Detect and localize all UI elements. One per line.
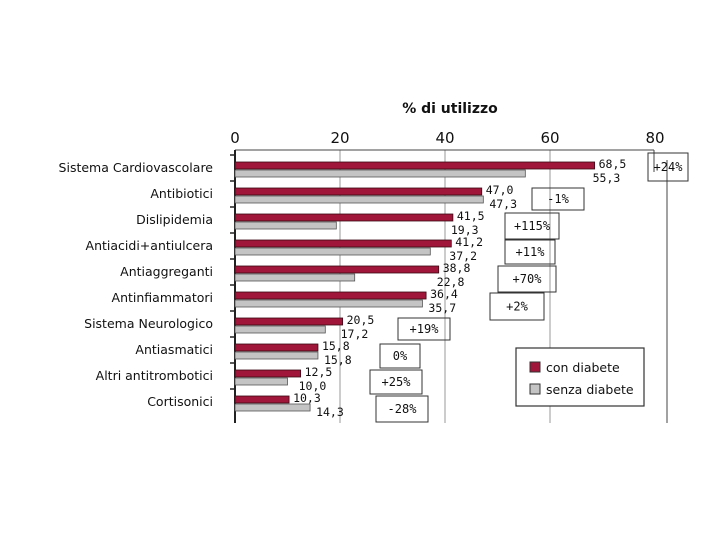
value-label-senza-diabete: 35,7: [428, 301, 456, 315]
value-label-con-diabete: 36,4: [430, 287, 458, 301]
difference-box: [489, 292, 545, 321]
value-label-senza-diabete: 17,2: [341, 327, 369, 341]
legend-swatch-con-diabete: [529, 361, 541, 373]
bar-con-diabete: [234, 161, 596, 170]
difference-box: [369, 369, 423, 395]
value-label-senza-diabete: 14,3: [316, 405, 344, 419]
difference-box: [379, 343, 421, 369]
category-label: Antiasmatici: [135, 342, 213, 357]
value-label-con-diabete: 15,8: [322, 339, 350, 353]
legend: con diabete senza diabete: [515, 347, 645, 407]
legend-swatch-senza-diabete: [529, 383, 541, 395]
bars: [234, 161, 596, 412]
bar-senza-diabete: [234, 299, 423, 308]
difference-label: -28%: [388, 402, 418, 416]
category-label: Sistema Cardiovascolare: [59, 160, 214, 175]
bar-con-diabete: [234, 265, 440, 274]
bar-senza-diabete: [234, 403, 311, 412]
bar-senza-diabete: [234, 195, 484, 204]
difference-box: [397, 317, 451, 341]
x-tick-label: 40: [435, 129, 454, 147]
value-label-con-diabete: 10,3: [293, 391, 321, 405]
value-label-senza-diabete: 19,3: [451, 223, 479, 237]
value-labels: 68,555,3 47,047,3 41,519,341,237,238,822,8…: [293, 157, 626, 419]
difference-annotations: +24% -1% +115% +11% +70% +2% +19%0% +25% -28%: [369, 152, 689, 423]
difference-box: [504, 239, 556, 265]
bar-con-diabete: [234, 187, 483, 196]
difference-label: +24%: [654, 160, 684, 174]
category-label: Antinfiammatori: [112, 290, 213, 305]
value-label-senza-diabete: 47,3: [489, 197, 517, 211]
bar-con-diabete: [234, 317, 344, 326]
bar-con-diabete: [234, 343, 319, 352]
bar-senza-diabete: [234, 221, 337, 230]
value-label-senza-diabete: 55,3: [593, 171, 621, 185]
difference-box: [531, 187, 585, 211]
legend-label-senza-diabete: senza diabete: [546, 382, 634, 397]
bar-senza-diabete: [234, 169, 526, 178]
bar-con-diabete: [234, 395, 290, 404]
category-label: Cortisonici: [147, 394, 213, 409]
bar-senza-diabete: [234, 273, 356, 282]
value-label-con-diabete: 41,5: [457, 209, 485, 223]
difference-label: 0%: [393, 349, 408, 363]
bar-con-diabete: [234, 291, 427, 300]
difference-box: [647, 152, 689, 182]
x-tick-label: 60: [540, 129, 559, 147]
x-tick-label: 20: [330, 129, 349, 147]
category-labels: Sistema Cardiovascolare Antibiotici Dislip…: [59, 160, 214, 409]
difference-box: [504, 212, 560, 240]
bar-con-diabete: [234, 213, 454, 222]
value-label-senza-diabete: 15,8: [324, 353, 352, 367]
difference-label: +11%: [516, 245, 546, 259]
bar-senza-diabete: [234, 377, 288, 386]
chart-title: % di utilizzo: [402, 101, 498, 117]
value-label-con-diabete: 38,8: [443, 261, 471, 275]
bar-senza-diabete: [234, 351, 319, 360]
value-label-con-diabete: 47,0: [486, 183, 514, 197]
difference-label: +25%: [382, 375, 412, 389]
legend-label-con-diabete: con diabete: [546, 360, 620, 375]
x-tick-label: 80: [645, 129, 664, 147]
value-label-senza-diabete: 37,2: [449, 249, 477, 263]
difference-label: +19%: [410, 322, 440, 336]
difference-box: [497, 265, 557, 293]
category-label: Antibiotici: [150, 186, 213, 201]
bar-con-diabete: [234, 239, 452, 248]
category-label: Altri antitrombotici: [96, 368, 213, 383]
value-label-con-diabete: 20,5: [347, 313, 375, 327]
value-label-senza-diabete: 10,0: [299, 379, 327, 393]
x-tick-label: 0: [230, 129, 240, 147]
value-label-senza-diabete: 22,8: [437, 275, 465, 289]
difference-label: +115%: [514, 219, 551, 233]
value-label-con-diabete: 12,5: [305, 365, 333, 379]
difference-label: +70%: [513, 272, 543, 286]
bar-senza-diabete: [234, 325, 326, 334]
legend-box: [515, 347, 645, 407]
bar-con-diabete: [234, 369, 302, 378]
difference-label: +2%: [506, 300, 528, 314]
category-label: Antiaggreganti: [120, 264, 213, 279]
bar-senza-diabete: [234, 247, 431, 256]
category-label: Antiacidi+antiulcera: [86, 238, 213, 253]
difference-box: [375, 395, 429, 423]
difference-label: -1%: [547, 192, 569, 206]
category-label: Sistema Neurologico: [84, 316, 213, 331]
axes: 0 20 40 60 80: [230, 129, 668, 423]
value-label-con-diabete: 68,5: [599, 157, 627, 171]
value-label-con-diabete: 41,2: [455, 235, 483, 249]
category-label: Dislipidemia: [136, 212, 213, 227]
